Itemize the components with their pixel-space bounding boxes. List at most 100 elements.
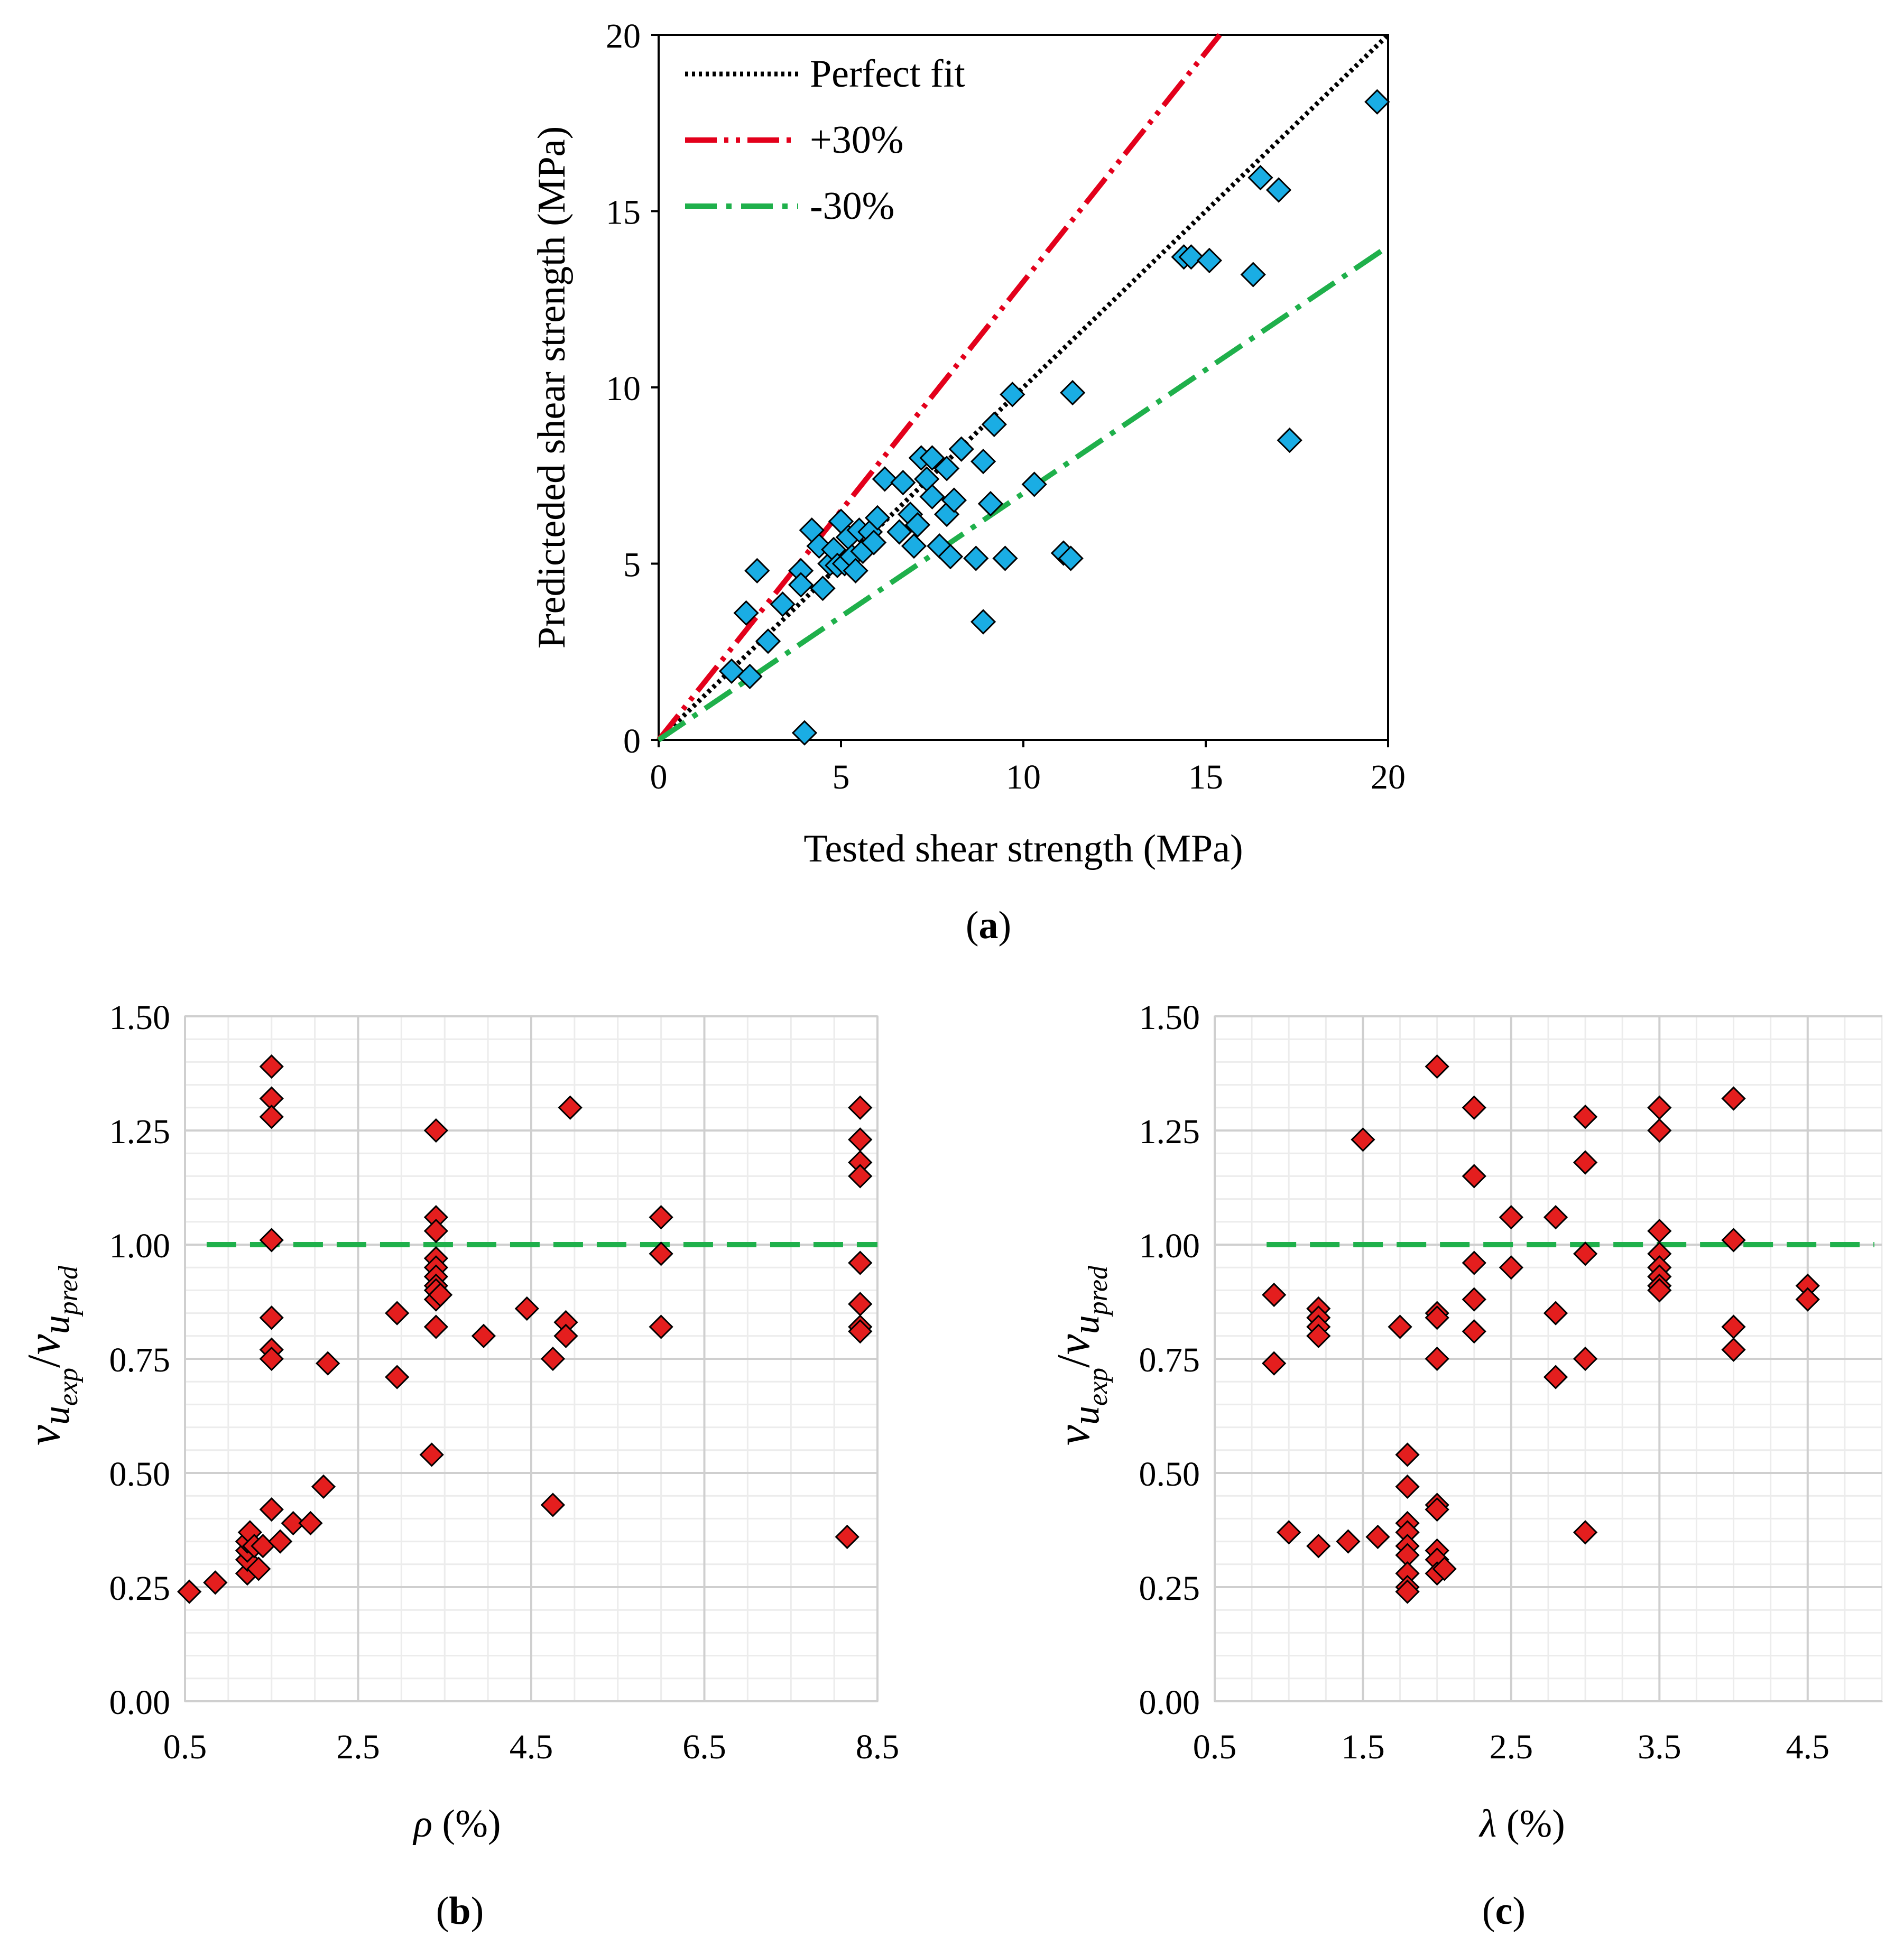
data-point <box>423 1218 448 1244</box>
data-point <box>948 436 974 462</box>
caption-close: ) <box>1512 1889 1526 1933</box>
panel-c-ticks: 0.5 1.5 2.5 3.5 4.5 0.00 0.25 0.50 0.75 1.00 1.25 1… <box>1139 998 1830 1766</box>
data-point <box>970 609 996 635</box>
data-point <box>514 1296 539 1321</box>
y-slash: / <box>1048 1355 1099 1368</box>
panel-a-x-axis-title: Tested shear strength (MPa) <box>803 827 1243 870</box>
y-u1: u <box>1065 1406 1107 1425</box>
legend-perfect-fit-label: Perfect fit <box>810 52 965 96</box>
y-tick-label: 0.00 <box>109 1683 171 1722</box>
data-point <box>861 530 887 555</box>
x-tick-label: 0.5 <box>163 1728 207 1766</box>
data-point <box>1395 1474 1420 1499</box>
data-point <box>1573 1520 1598 1545</box>
x-tick-label: 1.5 <box>1341 1728 1385 1766</box>
data-point <box>1000 382 1025 407</box>
data-point <box>718 658 745 684</box>
data-point <box>1647 1278 1672 1303</box>
data-point <box>1262 1351 1287 1376</box>
caption-open: ( <box>436 1889 449 1933</box>
y-exp: exp <box>53 1368 84 1406</box>
rho-symbol: ρ <box>413 1802 433 1846</box>
data-point <box>540 1493 566 1517</box>
data-point <box>848 1164 873 1189</box>
data-point <box>937 544 964 570</box>
caption-open: ( <box>966 904 979 947</box>
y-tick-label: 0.75 <box>1139 1341 1200 1379</box>
data-point <box>886 519 912 545</box>
data-point <box>901 533 927 559</box>
data-point <box>385 1365 410 1389</box>
data-point <box>428 1282 453 1308</box>
data-point <box>259 1104 284 1129</box>
data-point <box>259 1346 284 1371</box>
y-tick-label: 10 <box>606 369 641 408</box>
y-tick-label: 0.75 <box>109 1341 171 1379</box>
data-point <box>843 558 868 583</box>
data-point <box>649 1314 673 1339</box>
data-point <box>1425 1497 1449 1522</box>
data-point <box>864 505 891 531</box>
data-point <box>423 1314 448 1339</box>
data-point <box>259 1228 284 1253</box>
data-point <box>1425 1305 1449 1330</box>
y-v1: v <box>19 1424 70 1445</box>
data-point <box>281 1510 306 1536</box>
data-point <box>1388 1314 1412 1339</box>
data-point <box>1262 1282 1287 1308</box>
data-point <box>1364 89 1390 115</box>
data-point <box>1721 1337 1746 1362</box>
data-point <box>848 1250 873 1275</box>
y-v2: v <box>1048 1333 1099 1355</box>
data-point <box>1499 1255 1524 1280</box>
data-point <box>770 591 796 617</box>
data-point <box>311 1474 336 1499</box>
x-tick-label: 4.5 <box>1786 1728 1830 1766</box>
x-tick-label: 0 <box>650 758 668 796</box>
data-point <box>872 466 898 492</box>
x-tick-label: 2.5 <box>1490 1728 1533 1766</box>
lambda-symbol: λ <box>1478 1802 1496 1846</box>
panel-b-x-axis-title: ρ (%) <box>413 1802 501 1846</box>
data-point <box>933 456 960 481</box>
data-point <box>1543 1365 1568 1389</box>
data-point <box>1240 262 1266 288</box>
data-point <box>1058 545 1084 571</box>
caption-close: ) <box>999 904 1012 947</box>
x-tick-label: 4.5 <box>510 1728 553 1766</box>
y-u1: u <box>35 1406 77 1425</box>
y-tick-label: 0.00 <box>1139 1683 1200 1722</box>
x-tick-label: 8.5 <box>856 1728 900 1766</box>
data-point <box>981 411 1007 438</box>
data-point <box>1365 1524 1390 1550</box>
data-point <box>385 1301 410 1326</box>
data-point <box>1395 1442 1420 1467</box>
x-tick-label: 2.5 <box>336 1728 380 1766</box>
data-point <box>1795 1287 1820 1312</box>
y-u2: u <box>35 1315 77 1334</box>
data-point <box>904 512 931 538</box>
panel-c-scatter: 0.5 1.5 2.5 3.5 4.5 0.00 0.25 0.50 0.75 1.00 1.25 1… <box>1048 998 1883 1933</box>
x-unit: (%) <box>432 1802 501 1846</box>
data-point <box>1277 1520 1301 1545</box>
data-point <box>649 1241 673 1266</box>
panel-c-points <box>1262 1054 1820 1604</box>
panel-a-scatter: 0 5 10 15 20 0 5 10 15 20 Perfect fit +30% -30% T… <box>530 17 1406 947</box>
y-tick-label: 15 <box>606 193 641 232</box>
data-point <box>1573 1150 1598 1175</box>
data-point <box>1336 1529 1361 1554</box>
data-point <box>1425 1346 1449 1371</box>
perfect-fit-line <box>657 33 1390 742</box>
data-point <box>1178 244 1204 270</box>
y-tick-label: 1.50 <box>1139 998 1200 1037</box>
data-point <box>1573 1346 1598 1371</box>
data-point <box>890 469 916 496</box>
data-point <box>1462 1095 1486 1120</box>
data-point <box>919 484 945 509</box>
y-tick-label: 1.25 <box>1139 1113 1200 1151</box>
data-point <box>649 1205 673 1230</box>
data-point <box>744 558 770 583</box>
panel-b-points <box>177 1054 873 1604</box>
y-tick-label: 5 <box>623 546 641 585</box>
